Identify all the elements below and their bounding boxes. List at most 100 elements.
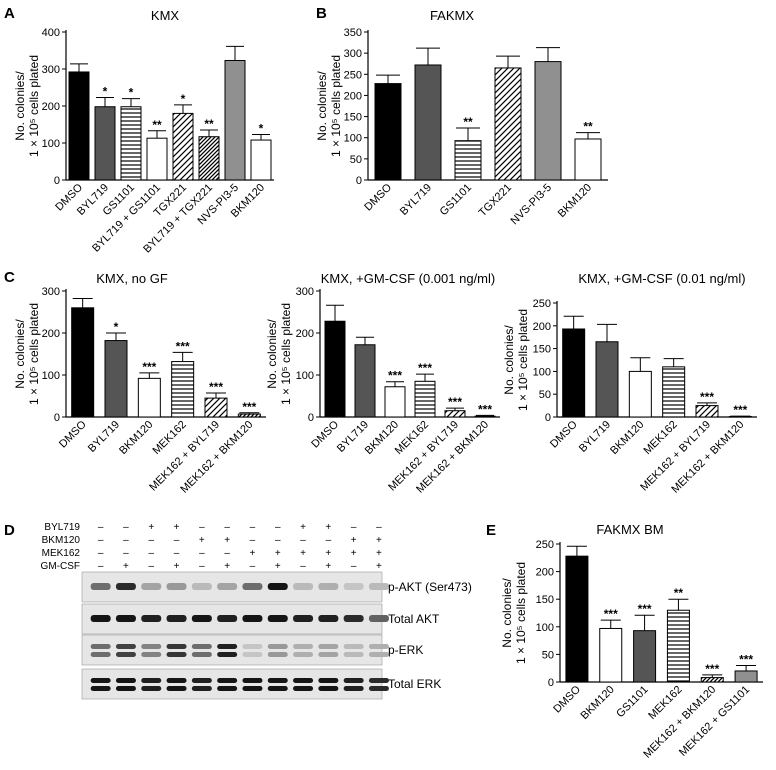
- blot-band: [368, 678, 389, 683]
- chart-title: FAKMX: [430, 8, 474, 23]
- blot-band: [166, 686, 187, 691]
- bar: [414, 380, 436, 418]
- treatment-mark: –: [174, 535, 180, 546]
- blot-band: [343, 678, 364, 683]
- treatment-mark: –: [250, 561, 256, 572]
- x-tick-label: DMSO: [57, 418, 89, 450]
- significance-label: **: [463, 115, 473, 129]
- blot-band: [293, 615, 314, 622]
- blot-band: [242, 644, 263, 649]
- blot-band: [141, 678, 162, 683]
- blot-band: [115, 615, 136, 622]
- y-tick-label: 200: [42, 328, 60, 340]
- blot-band: [242, 652, 263, 657]
- treatment-mark: –: [351, 522, 357, 533]
- blot-band: [293, 652, 314, 657]
- blot-band: [141, 686, 162, 691]
- bar: [728, 416, 752, 418]
- blot-band: [90, 678, 111, 683]
- treatment-label: BKM120: [42, 535, 81, 546]
- significance-label: ***: [739, 652, 753, 666]
- treatment-mark: –: [98, 548, 104, 559]
- blot-band: [318, 652, 339, 657]
- x-tick-label: DMSO: [362, 181, 394, 213]
- y-axis-label-line1: No. colonies/: [500, 578, 514, 648]
- chart-title: KMX: [151, 8, 180, 23]
- y-axis-label-line2: 1 × 10⁵ cells plated: [27, 303, 41, 405]
- treatment-mark: +: [325, 548, 331, 559]
- treatment-mark: +: [174, 522, 180, 533]
- x-tick-label: BKM120: [608, 419, 646, 457]
- significance-label: ***: [176, 339, 190, 353]
- blot-band: [191, 644, 212, 649]
- y-tick-label: 350: [344, 27, 362, 39]
- treatment-mark: –: [148, 561, 154, 572]
- x-tick-label: GS1101: [438, 182, 474, 218]
- bar: [172, 112, 194, 181]
- blot-band: [166, 652, 187, 657]
- chart-title: FAKMX BM: [596, 522, 663, 537]
- blot-label: p-ERK: [388, 643, 423, 657]
- significance-label: ***: [142, 360, 156, 374]
- bar: [204, 397, 228, 418]
- chart-e: FAKMX BM No. colonies/1 × 10⁵ cells plate…: [500, 522, 763, 761]
- treatment-mark: +: [148, 522, 154, 533]
- blot-band: [90, 644, 111, 649]
- blot-band: [343, 615, 364, 622]
- y-tick-label: 300: [42, 286, 60, 298]
- blot-band: [115, 686, 136, 691]
- treatment-mark: +: [224, 561, 230, 572]
- blot-band: [343, 686, 364, 691]
- blot-band: [267, 615, 288, 622]
- blot-strip: [81, 634, 383, 666]
- significance-label: ***: [242, 400, 256, 414]
- blot-band: [166, 583, 187, 590]
- treatment-mark: +: [325, 561, 331, 572]
- blot-label: p-AKT (Ser473): [388, 580, 472, 594]
- blot-band: [242, 678, 263, 683]
- bar: [695, 405, 719, 418]
- significance-label: ***: [209, 380, 223, 394]
- treatment-mark: +: [376, 548, 382, 559]
- y-axis-label-line2: 1 × 10⁵ cells plated: [329, 55, 343, 157]
- y-axis-label-line1: No. colonies/: [315, 71, 329, 141]
- bar: [94, 106, 116, 181]
- blot-label: Total AKT: [388, 612, 440, 626]
- blot-band: [293, 678, 314, 683]
- x-tick-label: BKM120: [556, 182, 594, 220]
- bar: [414, 64, 442, 181]
- bar: [662, 366, 686, 418]
- blot-band: [166, 615, 187, 622]
- blot-band: [115, 644, 136, 649]
- significance-label: ***: [733, 403, 747, 417]
- blot-band: [90, 615, 111, 622]
- x-tick-label: DMSO: [548, 418, 580, 450]
- treatment-mark: –: [199, 522, 205, 533]
- bar: [454, 140, 482, 181]
- bar: [534, 61, 562, 181]
- treatment-mark: –: [174, 548, 180, 559]
- bar: [68, 71, 90, 181]
- y-tick-label: 300: [296, 286, 314, 298]
- significance-label: ***: [700, 390, 714, 404]
- blot-strip: [81, 668, 383, 700]
- significance-label: **: [204, 117, 214, 131]
- y-tick-label: 100: [42, 370, 60, 382]
- y-tick-label: 250: [344, 69, 362, 81]
- treatment-mark: –: [300, 561, 306, 572]
- blot-band: [242, 615, 263, 622]
- y-axis-label: No. colonies/1 × 10⁵ cells plated: [502, 309, 530, 411]
- bar: [565, 555, 589, 683]
- significance-label: ***: [478, 402, 492, 416]
- y-tick-label: 0: [308, 412, 314, 424]
- blot-band: [191, 678, 212, 683]
- chart-title: KMX, +GM-CSF (0.001 ng/ml): [321, 271, 495, 286]
- treatment-mark: –: [98, 561, 104, 572]
- treatment-mark: +: [300, 548, 306, 559]
- y-tick-label: 300: [344, 48, 362, 60]
- bar: [734, 670, 758, 683]
- x-tick-label: BKM120: [117, 419, 155, 457]
- treatment-mark: +: [123, 561, 129, 572]
- significance-label: ***: [448, 395, 462, 409]
- bar: [494, 67, 522, 181]
